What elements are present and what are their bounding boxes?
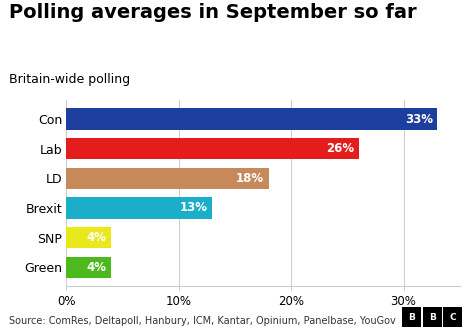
Text: C: C: [449, 313, 456, 322]
Text: B: B: [428, 313, 436, 322]
Bar: [66, 108, 438, 130]
Text: 4%: 4%: [87, 261, 107, 274]
FancyBboxPatch shape: [422, 307, 442, 327]
Text: 18%: 18%: [236, 172, 264, 185]
Bar: [66, 138, 359, 160]
Text: Britain-wide polling: Britain-wide polling: [9, 73, 131, 86]
Text: Polling averages in September so far: Polling averages in September so far: [9, 3, 417, 22]
Text: B: B: [408, 313, 415, 322]
Bar: [66, 227, 111, 248]
Text: Source: ComRes, Deltapoll, Hanbury, ICM, Kantar, Opinium, Panelbase, YouGov: Source: ComRes, Deltapoll, Hanbury, ICM,…: [9, 316, 396, 326]
Bar: [66, 256, 111, 278]
FancyBboxPatch shape: [402, 307, 421, 327]
Text: 13%: 13%: [180, 201, 208, 214]
Text: 33%: 33%: [405, 113, 433, 126]
FancyBboxPatch shape: [443, 307, 462, 327]
Text: 4%: 4%: [87, 231, 107, 244]
Text: 26%: 26%: [326, 142, 354, 155]
Bar: [66, 167, 269, 189]
Bar: [66, 197, 212, 219]
